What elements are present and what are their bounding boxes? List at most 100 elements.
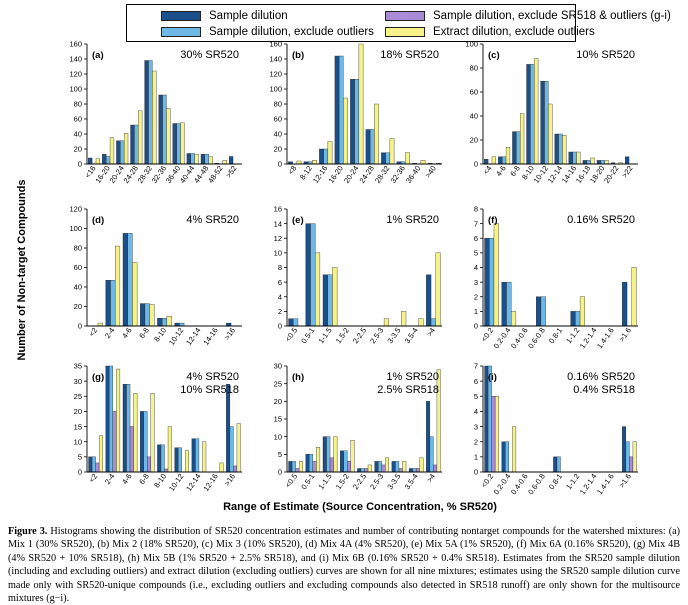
bar [133,393,138,473]
bar [494,396,499,473]
bar [512,426,517,473]
y-tick-label: 40 [470,112,478,121]
y-tick-label: 0 [278,468,282,477]
y-tick-label: 16 [274,205,282,214]
y-tick-label: 20 [74,302,82,311]
bar [174,447,179,473]
x-tick-label: 0.5-1 [299,472,316,491]
panel-title: 0.16% SR520 [567,214,635,226]
bar [327,274,333,327]
bar [326,436,331,473]
legend-label: Extract dilution, exclude outliers [433,26,595,38]
bar [172,123,177,165]
bar [105,365,110,473]
panel-title: 1% SR520 [386,371,439,383]
bar [632,441,637,473]
x-tick-label: 3.5-4 [403,326,420,345]
y-tick-label: 120 [69,70,82,79]
x-tick-label: 14-16 [201,326,219,347]
bar [130,124,135,165]
bar [157,444,162,473]
y-tick-label: 30 [274,362,282,371]
bar [540,296,546,327]
bar [365,129,371,165]
bar [202,441,207,473]
x-tick-label: <0.5 [283,472,299,489]
x-tick-label: >4 [425,326,437,338]
y-tick-label: 80 [74,244,82,253]
bar [556,456,561,473]
x-tick-label: 12-16 [201,472,219,493]
bar [374,461,379,473]
panel-e: 0 2 4 6 8 10 12 14 16 <0.5 0.5-1 1-1.5 1.5-2 2-2.5 2.5… [274,205,442,345]
bar [340,450,344,473]
bar [229,426,234,473]
x-tick-label: 8-10 [152,326,168,343]
bar [398,468,403,473]
bar [553,456,558,473]
bar [134,124,139,165]
x-tick-label: <2 [87,472,99,484]
bar [322,274,328,327]
y-tick-label: 8 [474,205,478,214]
bar [126,383,131,473]
y-tick-label: 4 [278,292,282,301]
bar [288,318,294,327]
y-tick-label: 120 [269,70,282,79]
x-tick-label: 1.4-1.6 [595,326,616,350]
bar [147,456,151,473]
y-tick-label: 0 [78,160,82,169]
legend-label: Sample dilution [209,10,288,22]
bar [122,233,128,327]
bar [332,267,338,327]
x-tick-label: >4 [425,472,437,484]
y-tick-label: 120 [69,205,82,214]
panel-title: 10% SR518 [180,384,239,396]
x-tick-label: 2.5-3 [368,326,385,345]
bar [418,318,424,327]
x-tick-label: 3-3.5 [385,472,402,491]
bar [558,133,563,165]
bar [150,393,155,473]
bar [319,148,324,165]
bar [568,151,573,165]
legend-item-exclude-sr518-outliers: Sample dilution, exclude SR518 & outlier… [385,9,671,23]
y-tick-label: 35 [74,362,82,371]
y-tick-label: 60 [74,263,82,272]
bar [519,113,525,165]
bar [143,411,148,473]
panel-label: (e) [292,215,304,226]
bar [506,281,512,327]
legend-label: Sample dilution, exclude outliers [209,26,374,38]
bar [378,461,382,473]
y-tick-label: 5 [474,249,478,258]
x-tick-label: <8 [286,164,298,176]
bar [435,252,441,327]
y-tick-label: 6 [474,234,478,243]
x-tick-label: >16 [222,326,237,342]
bar [408,468,413,473]
bar [586,160,591,165]
y-tick-label: 0 [474,468,478,477]
y-tick-label: 140 [269,55,282,64]
bar [350,79,355,165]
x-tick-label: 1-1.5 [317,326,334,345]
bar [502,156,507,165]
bar [329,457,334,473]
bar [298,461,303,473]
y-tick-label: 8 [278,263,282,272]
bar [148,60,153,165]
bar [157,318,163,327]
y-tick-label: 80 [74,100,82,109]
bar [489,238,495,327]
x-tick-label: 1.5-2 [334,472,351,491]
bar [158,94,163,165]
panel-title: 30% SR520 [180,49,239,61]
bar [369,129,375,165]
bar [604,160,609,165]
bar [622,426,627,473]
y-tick-label: 12 [274,234,282,243]
y-tick-label: 7 [474,362,478,371]
